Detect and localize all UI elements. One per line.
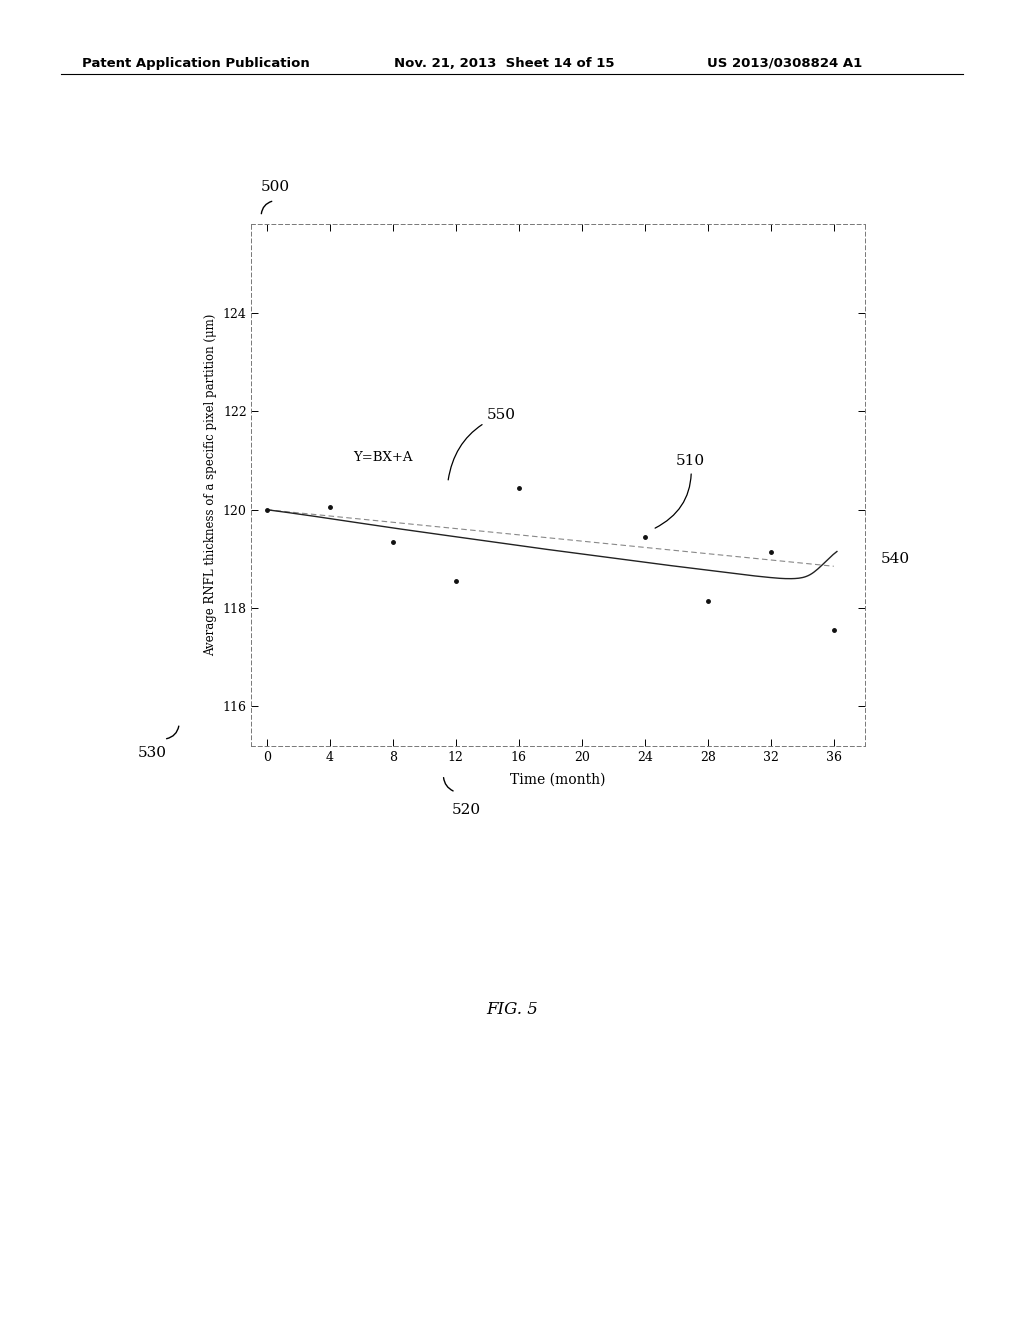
Text: 520: 520: [452, 803, 480, 817]
Text: US 2013/0308824 A1: US 2013/0308824 A1: [707, 57, 862, 70]
Text: FIG. 5: FIG. 5: [486, 1002, 538, 1018]
X-axis label: Time (month): Time (month): [510, 772, 606, 787]
Y-axis label: Average RNFL thickness of a specific pixel partition (μm): Average RNFL thickness of a specific pix…: [204, 314, 217, 656]
Text: 550: 550: [449, 408, 516, 480]
Text: 540: 540: [881, 552, 909, 566]
Text: 500: 500: [261, 180, 290, 194]
Text: Patent Application Publication: Patent Application Publication: [82, 57, 309, 70]
Text: Nov. 21, 2013  Sheet 14 of 15: Nov. 21, 2013 Sheet 14 of 15: [394, 57, 614, 70]
Text: 510: 510: [655, 454, 706, 528]
Text: Y=BX+A: Y=BX+A: [353, 450, 413, 463]
Text: 530: 530: [138, 746, 167, 760]
